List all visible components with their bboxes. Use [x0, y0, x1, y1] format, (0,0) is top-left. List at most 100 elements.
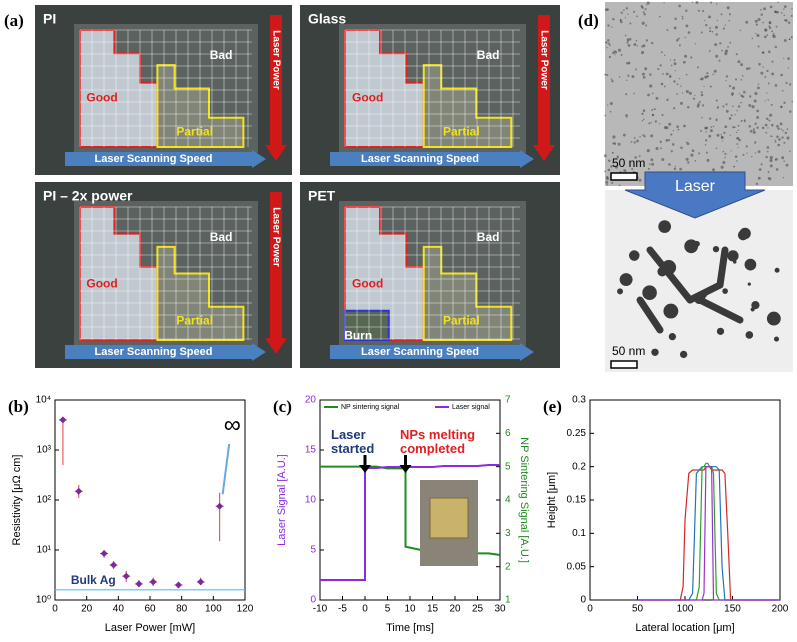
texture [628, 37, 632, 41]
texture [726, 6, 730, 10]
texture [784, 19, 788, 22]
texture [610, 78, 613, 81]
texture [657, 68, 660, 71]
texture [740, 63, 744, 67]
texture [761, 51, 765, 54]
texture [774, 11, 777, 14]
texture [754, 152, 757, 154]
texture [709, 129, 713, 133]
point [100, 550, 108, 558]
texture [691, 149, 695, 153]
texture [626, 62, 629, 65]
texture [676, 93, 678, 95]
texture [762, 21, 764, 24]
texture [774, 84, 778, 87]
plot-frame [589, 399, 781, 601]
texture [646, 1, 650, 5]
speed-arrow [330, 152, 520, 166]
y-tick-label: 0 [580, 595, 586, 606]
texture [786, 128, 789, 131]
texture [640, 5, 643, 8]
speed-arrowhead [520, 343, 534, 361]
texture [668, 163, 671, 166]
texture [767, 98, 770, 101]
texture [642, 11, 645, 14]
texture [736, 137, 738, 140]
texture [625, 170, 627, 172]
texture [650, 158, 654, 162]
texture [670, 64, 673, 67]
texture [752, 128, 756, 131]
particle [651, 348, 659, 356]
texture [651, 113, 654, 116]
power-arrowhead [265, 145, 287, 161]
texture [624, 17, 626, 19]
tem-image [605, 190, 793, 372]
texture [682, 60, 686, 64]
texture [700, 91, 703, 94]
texture [651, 109, 654, 111]
texture [700, 129, 703, 132]
legend-label: NP sintering signal [341, 404, 400, 411]
texture [708, 15, 712, 19]
x-tick-label: 150 [724, 604, 741, 615]
texture [734, 78, 738, 81]
texture [666, 29, 669, 31]
texture [774, 141, 777, 143]
texture [769, 113, 773, 117]
particle [658, 220, 672, 233]
texture [611, 80, 614, 83]
texture [709, 30, 712, 33]
texture [641, 6, 644, 9]
texture [735, 131, 738, 134]
particle [668, 333, 677, 341]
power-arrow [270, 192, 282, 338]
texture [649, 84, 653, 88]
texture [711, 30, 714, 33]
texture [768, 177, 772, 181]
texture [709, 85, 712, 88]
power-label: Laser Power [270, 207, 281, 267]
y-tick-label: 10 [305, 495, 317, 506]
texture [635, 68, 638, 71]
texture [751, 37, 754, 40]
texture [740, 94, 743, 97]
texture [760, 163, 763, 166]
texture [658, 15, 661, 18]
texture [642, 72, 645, 76]
y2-tick-label: 3 [505, 528, 511, 539]
texture [691, 1, 694, 3]
texture [739, 29, 742, 32]
x-axis-label: Time [ms] [386, 622, 434, 634]
texture [786, 136, 790, 140]
good-label: Good [86, 91, 117, 105]
particle [739, 227, 751, 240]
texture [688, 91, 692, 95]
texture [659, 123, 661, 125]
texture [694, 94, 696, 97]
texture [626, 116, 628, 118]
texture [696, 66, 699, 69]
texture [713, 69, 717, 73]
texture [743, 119, 746, 122]
texture [650, 121, 652, 124]
texture [776, 124, 779, 128]
texture [777, 143, 781, 147]
texture [757, 86, 760, 90]
particle [663, 303, 679, 319]
texture [676, 83, 679, 86]
particle [744, 258, 757, 271]
texture [769, 155, 773, 160]
texture [774, 159, 777, 161]
texture [678, 4, 681, 8]
texture [678, 77, 681, 80]
x-tick-label: 20 [449, 604, 461, 615]
point [110, 561, 118, 569]
texture [645, 39, 649, 42]
texture [710, 126, 713, 128]
texture [729, 134, 731, 136]
texture [714, 25, 718, 29]
texture [607, 24, 610, 27]
particle [733, 260, 737, 264]
particle [679, 350, 688, 359]
